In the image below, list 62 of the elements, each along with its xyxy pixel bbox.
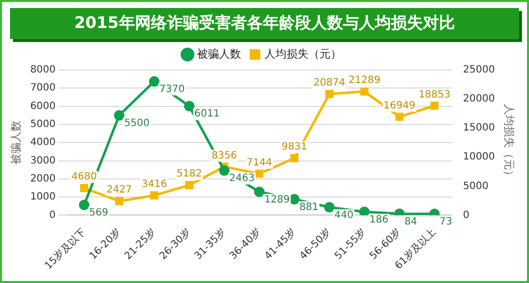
- y2-tick-label: 25000: [462, 64, 495, 76]
- data-label: 7370: [159, 84, 185, 96]
- point: [184, 100, 195, 112]
- y2-tick-label: 5000: [462, 180, 488, 192]
- point: [185, 181, 194, 190]
- y-tick-label: 7000: [30, 82, 56, 94]
- point: [78, 200, 90, 210]
- data-label: 18853: [418, 89, 450, 100]
- legend-label: 人均损失（元）: [264, 47, 342, 60]
- data-label: 84: [404, 216, 418, 228]
- point: [359, 206, 370, 216]
- y2-tick-label: 15000: [462, 122, 495, 134]
- y2-tick-label: 10000: [462, 152, 495, 163]
- y2-axis-title: 人均损失（元）: [502, 104, 516, 182]
- point: [395, 112, 404, 121]
- data-label: 440: [334, 210, 354, 221]
- data-label: 3416: [142, 178, 167, 190]
- chart-title: 2015年网络诈骗受害者各年龄段人数与人均损失对比: [10, 8, 519, 39]
- data-label: 9831: [282, 142, 308, 153]
- data-label: 21289: [348, 75, 380, 86]
- point: [219, 165, 230, 176]
- data-label: 8356: [212, 150, 238, 162]
- data-label: 5182: [176, 168, 202, 180]
- data-label: 2427: [106, 184, 132, 196]
- y-tick-label: 6000: [30, 100, 56, 112]
- legend-label: 被骗人数: [197, 47, 241, 60]
- point: [430, 102, 439, 110]
- data-label: 881: [299, 202, 318, 213]
- point: [360, 87, 368, 96]
- data-label: 20874: [313, 78, 346, 89]
- point: [289, 194, 300, 204]
- y-tick-label: 2000: [30, 174, 56, 185]
- point: [325, 90, 334, 98]
- y2-tick-label: 0: [462, 210, 470, 221]
- y-tick-label: 0: [49, 210, 56, 221]
- y2-tick-label: 20000: [462, 94, 495, 105]
- point: [114, 110, 124, 121]
- point: [115, 197, 124, 206]
- data-label: 1289: [264, 194, 290, 206]
- data-label: 4680: [71, 172, 97, 183]
- y-tick-label: 5000: [30, 119, 56, 130]
- y-tick-label: 4000: [30, 137, 56, 148]
- data-label: 569: [89, 207, 108, 218]
- point: [255, 170, 264, 178]
- data-label: 16949: [384, 100, 416, 112]
- data-label: 73: [439, 216, 452, 228]
- data-label: 2463: [229, 173, 255, 184]
- y-tick-label: 3000: [30, 155, 56, 166]
- data-label: 7144: [246, 157, 272, 168]
- point: [148, 76, 160, 87]
- point: [290, 154, 298, 162]
- point: [324, 202, 335, 212]
- point: [80, 184, 88, 192]
- data-label: 5500: [124, 118, 150, 129]
- y-tick-label: 1000: [30, 192, 56, 203]
- y-tick-label: 8000: [30, 64, 56, 76]
- y-axis-title: 被骗人数: [9, 120, 22, 165]
- data-label: 186: [369, 214, 389, 226]
- x-tick-label: 15岁及以下: [42, 226, 88, 272]
- point: [254, 186, 265, 198]
- point: [150, 191, 158, 200]
- data-label: 6011: [194, 108, 220, 120]
